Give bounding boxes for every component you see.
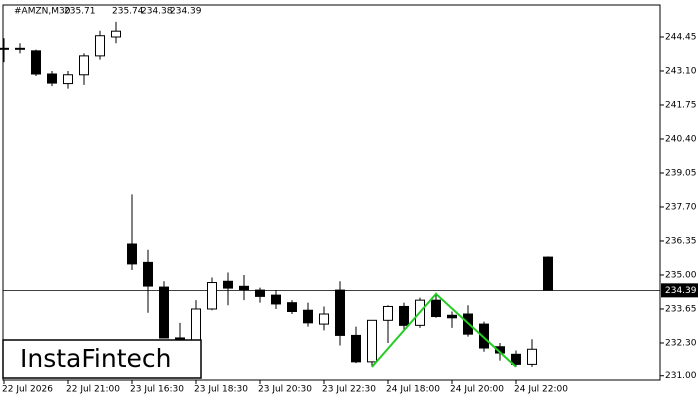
y-tick-label: 232.30 — [665, 338, 697, 348]
x-tick-label: 22 Jul 2026 — [2, 385, 53, 395]
candle-body — [191, 308, 201, 341]
candle-body — [447, 314, 457, 319]
candle-body — [351, 334, 361, 363]
header-open: 235.71 — [64, 7, 96, 17]
watermark-box — [2, 339, 202, 379]
candle-body — [431, 299, 441, 318]
candle-body — [47, 73, 57, 84]
y-tick-label: 244.45 — [665, 32, 697, 42]
candle-body — [287, 302, 297, 312]
watermark: InstaFintech — [20, 344, 172, 373]
candle-body — [239, 285, 249, 291]
candle-body — [111, 30, 121, 38]
symbol: #AMZN,M30 — [14, 7, 71, 17]
x-tick-label: 23 Jul 16:30 — [130, 385, 184, 395]
candle-body — [303, 309, 313, 324]
y-tick-label: 235.00 — [665, 270, 697, 280]
x-tick-label: 24 Jul 18:00 — [386, 385, 440, 395]
candle-body — [479, 323, 489, 349]
candle-body — [367, 319, 377, 363]
price-label-box — [661, 283, 698, 298]
candle-body — [271, 294, 281, 305]
candle-body — [63, 74, 73, 85]
pattern-line — [371, 292, 517, 368]
y-tick-label: 241.75 — [665, 100, 697, 110]
candle-body — [223, 280, 233, 289]
y-tick-label: 237.70 — [665, 202, 697, 212]
header-low: 234.38 — [141, 7, 173, 17]
x-tick-label: 23 Jul 18:30 — [194, 385, 248, 395]
candle-body — [255, 289, 265, 297]
candle-body — [543, 256, 553, 291]
candle-body — [511, 353, 521, 365]
candle-body — [0, 47, 9, 50]
y-tick-label: 236.35 — [665, 236, 697, 246]
x-tick-label: 23 Jul 20:30 — [258, 385, 312, 395]
candle-body — [79, 55, 89, 76]
candle-body — [383, 305, 393, 321]
x-tick-label: 24 Jul 20:00 — [450, 385, 504, 395]
candle-body — [207, 282, 217, 310]
x-tick-label: 24 Jul 22:00 — [514, 385, 568, 395]
candle-body — [159, 286, 169, 339]
y-tick-label: 243.10 — [665, 66, 697, 76]
plot-frame — [2, 4, 661, 381]
header-close: 234.39 — [170, 7, 202, 17]
x-tick-label: 23 Jul 22:30 — [322, 385, 376, 395]
candle-body — [527, 348, 537, 365]
y-tick-label: 239.05 — [665, 168, 697, 178]
header-high: 235.74 — [112, 7, 144, 17]
candle-body — [319, 313, 329, 325]
candle-body — [399, 305, 409, 326]
candle-body — [127, 243, 137, 265]
price-label: 234.39 — [665, 286, 697, 296]
y-tick-label: 233.65 — [665, 304, 697, 314]
candle-body — [335, 289, 345, 336]
candle-body — [143, 261, 153, 287]
candle-body — [95, 35, 105, 57]
y-tick-label: 240.40 — [665, 134, 697, 144]
candle-body — [31, 50, 41, 75]
candle-body — [15, 47, 25, 50]
x-tick-label: 22 Jul 21:00 — [66, 385, 120, 395]
y-tick-label: 231.00 — [665, 371, 697, 381]
